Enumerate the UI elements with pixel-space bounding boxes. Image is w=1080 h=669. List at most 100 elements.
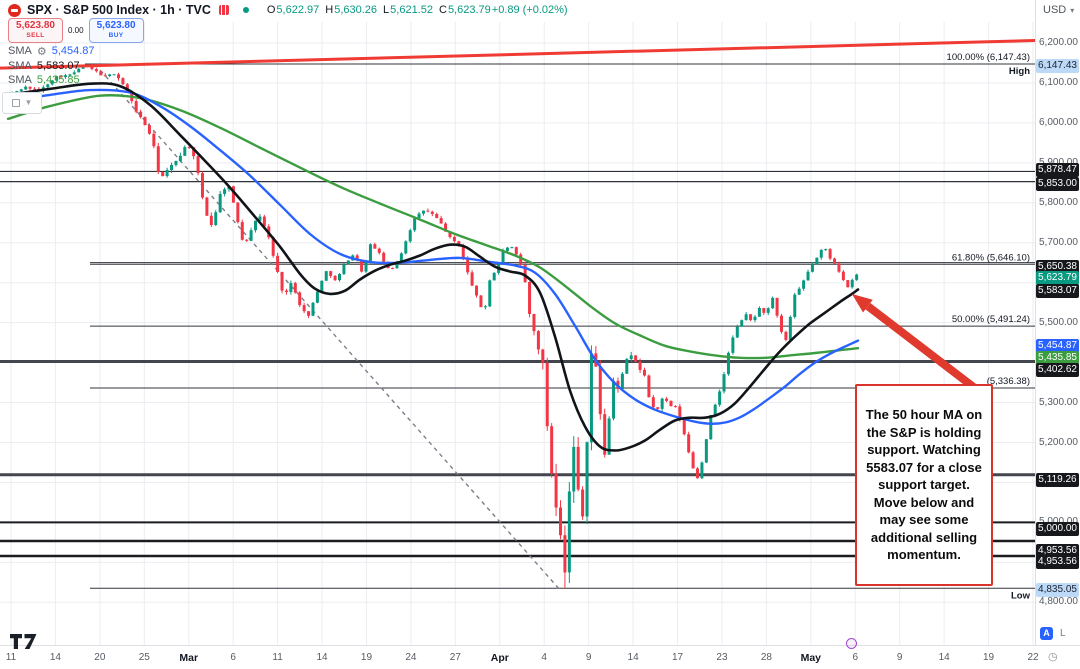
sma-line-2[interactable] [6,82,860,452]
time-axis-tick: 25 [138,652,150,663]
time-axis-tick: 23 [716,652,728,663]
svg-text:High: High [1009,66,1030,77]
ohlc-readout: O 5,622.97 H 5,630.26 L 5,621.52 C 5,623.79 … [261,4,568,16]
time-axis-tick: 28 [760,652,772,663]
symbol-logo-icon [8,3,21,17]
svg-text:100.00% (6,147.43): 100.00% (6,147.43) [947,52,1030,63]
open-label: O [266,4,276,16]
chart-legend: SPX · S&P 500 Index · 1h · TVC O 5,622.97… [8,3,568,86]
indicator-row-sma-black[interactable]: SMA 5,583.07 [8,59,95,74]
auto-scale-button[interactable]: A [1040,627,1053,640]
time-axis-tick: 6 [230,652,236,663]
market-flag-icon[interactable] [218,5,229,15]
time-axis-tick: 6 [852,652,859,663]
svg-text:50.00% (5,491.24): 50.00% (5,491.24) [952,314,1030,325]
high-low-trendline[interactable] [94,63,561,591]
indicator-value: 5,435.85 [36,74,80,87]
svg-text:Low: Low [1011,590,1031,601]
indicator-row-sma-green[interactable]: SMA 5,435.85 [8,73,95,88]
pane-grid-icon [11,99,20,107]
buy-button[interactable]: 5,623.80 BUY [88,18,144,43]
price-badge-fib[interactable]: 4,835.05 [1036,583,1079,597]
indicator-value: 5,583.07 [36,59,80,72]
sell-button[interactable]: 5,623.80 SELL [8,18,63,43]
time-axis-tick: 11 [272,652,283,663]
time-axis-tick: 4 [541,652,547,663]
chevron-down-icon: ▼ [24,98,33,107]
symbol-title[interactable]: SPX · S&P 500 Index · 1h · TVC [27,3,211,17]
time-axis-tick: 14 [627,652,639,663]
price-badge-line[interactable]: 5,878.47 [1036,163,1079,177]
price-badge-ma-green[interactable]: 5,435.85 [1036,351,1079,365]
sell-price: 5,623.80 [16,20,55,32]
svg-text:61.80% (5,646.10): 61.80% (5,646.10) [952,252,1030,263]
price-badge-line[interactable]: 5,119.26 [1036,473,1079,487]
indicator-name: SMA [8,45,32,58]
open-value: 5,622.97 [276,4,320,16]
pane-mini-toolbar[interactable]: ▼ [2,92,42,114]
time-axis-tick: May [800,652,822,664]
gear-icon[interactable]: ⚙ [36,45,47,58]
price-badge-last[interactable]: 5,623.79 [1036,271,1079,285]
indicator-value: 5,454.87 [51,45,95,58]
price-axis-label: 5,500.00 [1039,316,1078,328]
time-axis-tick: 9 [896,652,903,663]
sma-line-0[interactable] [6,93,860,360]
currency-label: USD [1043,4,1067,16]
resistance-trendline[interactable] [0,38,1063,70]
price-badge-line[interactable]: 5,853.00 [1036,177,1079,191]
price-badge-line[interactable]: 5,583.07 [1036,284,1079,298]
price-badge-line[interactable]: 5,650.38 [1036,260,1079,274]
price-axis-label: 5,200.00 [1039,436,1078,448]
time-axis-tick: 19 [360,652,373,663]
time-axis-tick: Mar [179,652,199,664]
price-badge-fib[interactable]: 6,147.43 [1036,59,1079,73]
indicator-name: SMA [8,59,32,72]
clock-icon[interactable]: ◷ [1048,651,1058,663]
indicator-row-sma-blue[interactable]: SMA ⚙ 5,454.87 [8,44,95,59]
price-axis-label: 5,900.00 [1039,157,1078,169]
price-badge-line[interactable]: 5,000.00 [1036,522,1079,536]
arrow-head[interactable] [852,294,873,313]
time-axis-tick: 19 [983,652,995,663]
time-axis-tick: 14 [938,652,950,663]
high-label: H [325,4,334,16]
annotation-text-box[interactable]: The 50 hour MA on the S&P is holding sup… [855,384,993,586]
price-axis-label: 5,300.00 [1039,396,1078,408]
price-badge-line[interactable]: 5,402.62 [1036,363,1079,377]
arrow-shaft[interactable] [865,302,983,396]
sell-label: SELL [26,32,45,40]
event-marker-icon[interactable] [846,638,857,649]
price-badge-ma-blue[interactable]: 5,454.87 [1036,339,1079,353]
low-label: L [383,4,390,16]
time-axis-tick: 9 [585,652,592,663]
time-axis-tick: 14 [49,652,61,663]
indicator-legend: SMA ⚙ 5,454.87 SMA 5,583.07 SMA 5,435.85 [8,44,95,88]
time-axis-tick: Apr [490,652,509,664]
low-value: 5,621.52 [390,4,433,16]
price-axis-label: 5,800.00 [1039,196,1078,208]
price-axis[interactable]: 6,200.00 6,100.00 6,000.00 5,900.00 5,800.00… [1035,0,1080,645]
svg-text:(5,336.38): (5,336.38) [987,376,1030,387]
time-axis-tick: 14 [316,652,328,663]
tradingview-logo[interactable] [9,633,39,655]
time-axis-tick: 20 [94,652,106,663]
price-badge-line[interactable]: 4,953.56 [1036,555,1079,569]
sma-line-1[interactable] [6,88,860,425]
candles-layer[interactable] [6,64,859,589]
level-labels: 100.00% (6,147.43) High 61.80% (5,646.10) 5… [947,52,1031,601]
caret-down-icon: ▾ [1070,5,1075,15]
buy-label: BUY [108,32,124,40]
currency-button[interactable]: USD ▾ [1043,4,1074,16]
indicator-name: SMA [8,74,32,87]
price-axis-label: 6,100.00 [1039,76,1078,88]
price-axis-label: 5,700.00 [1039,236,1078,248]
log-scale-button[interactable]: L [1060,628,1066,639]
price-axis-label: 4,800.00 [1039,596,1078,608]
price-axis-label: 6,000.00 [1039,116,1078,128]
spread-value: 0.00 [68,26,84,35]
time-axis[interactable]: 11 14 20 25 Mar 6 11 14 19 24 27 Apr 4 9 14 17 23 28 May 6 9… [0,646,1080,669]
price-badge-line[interactable]: 4,953.56 [1036,544,1079,558]
